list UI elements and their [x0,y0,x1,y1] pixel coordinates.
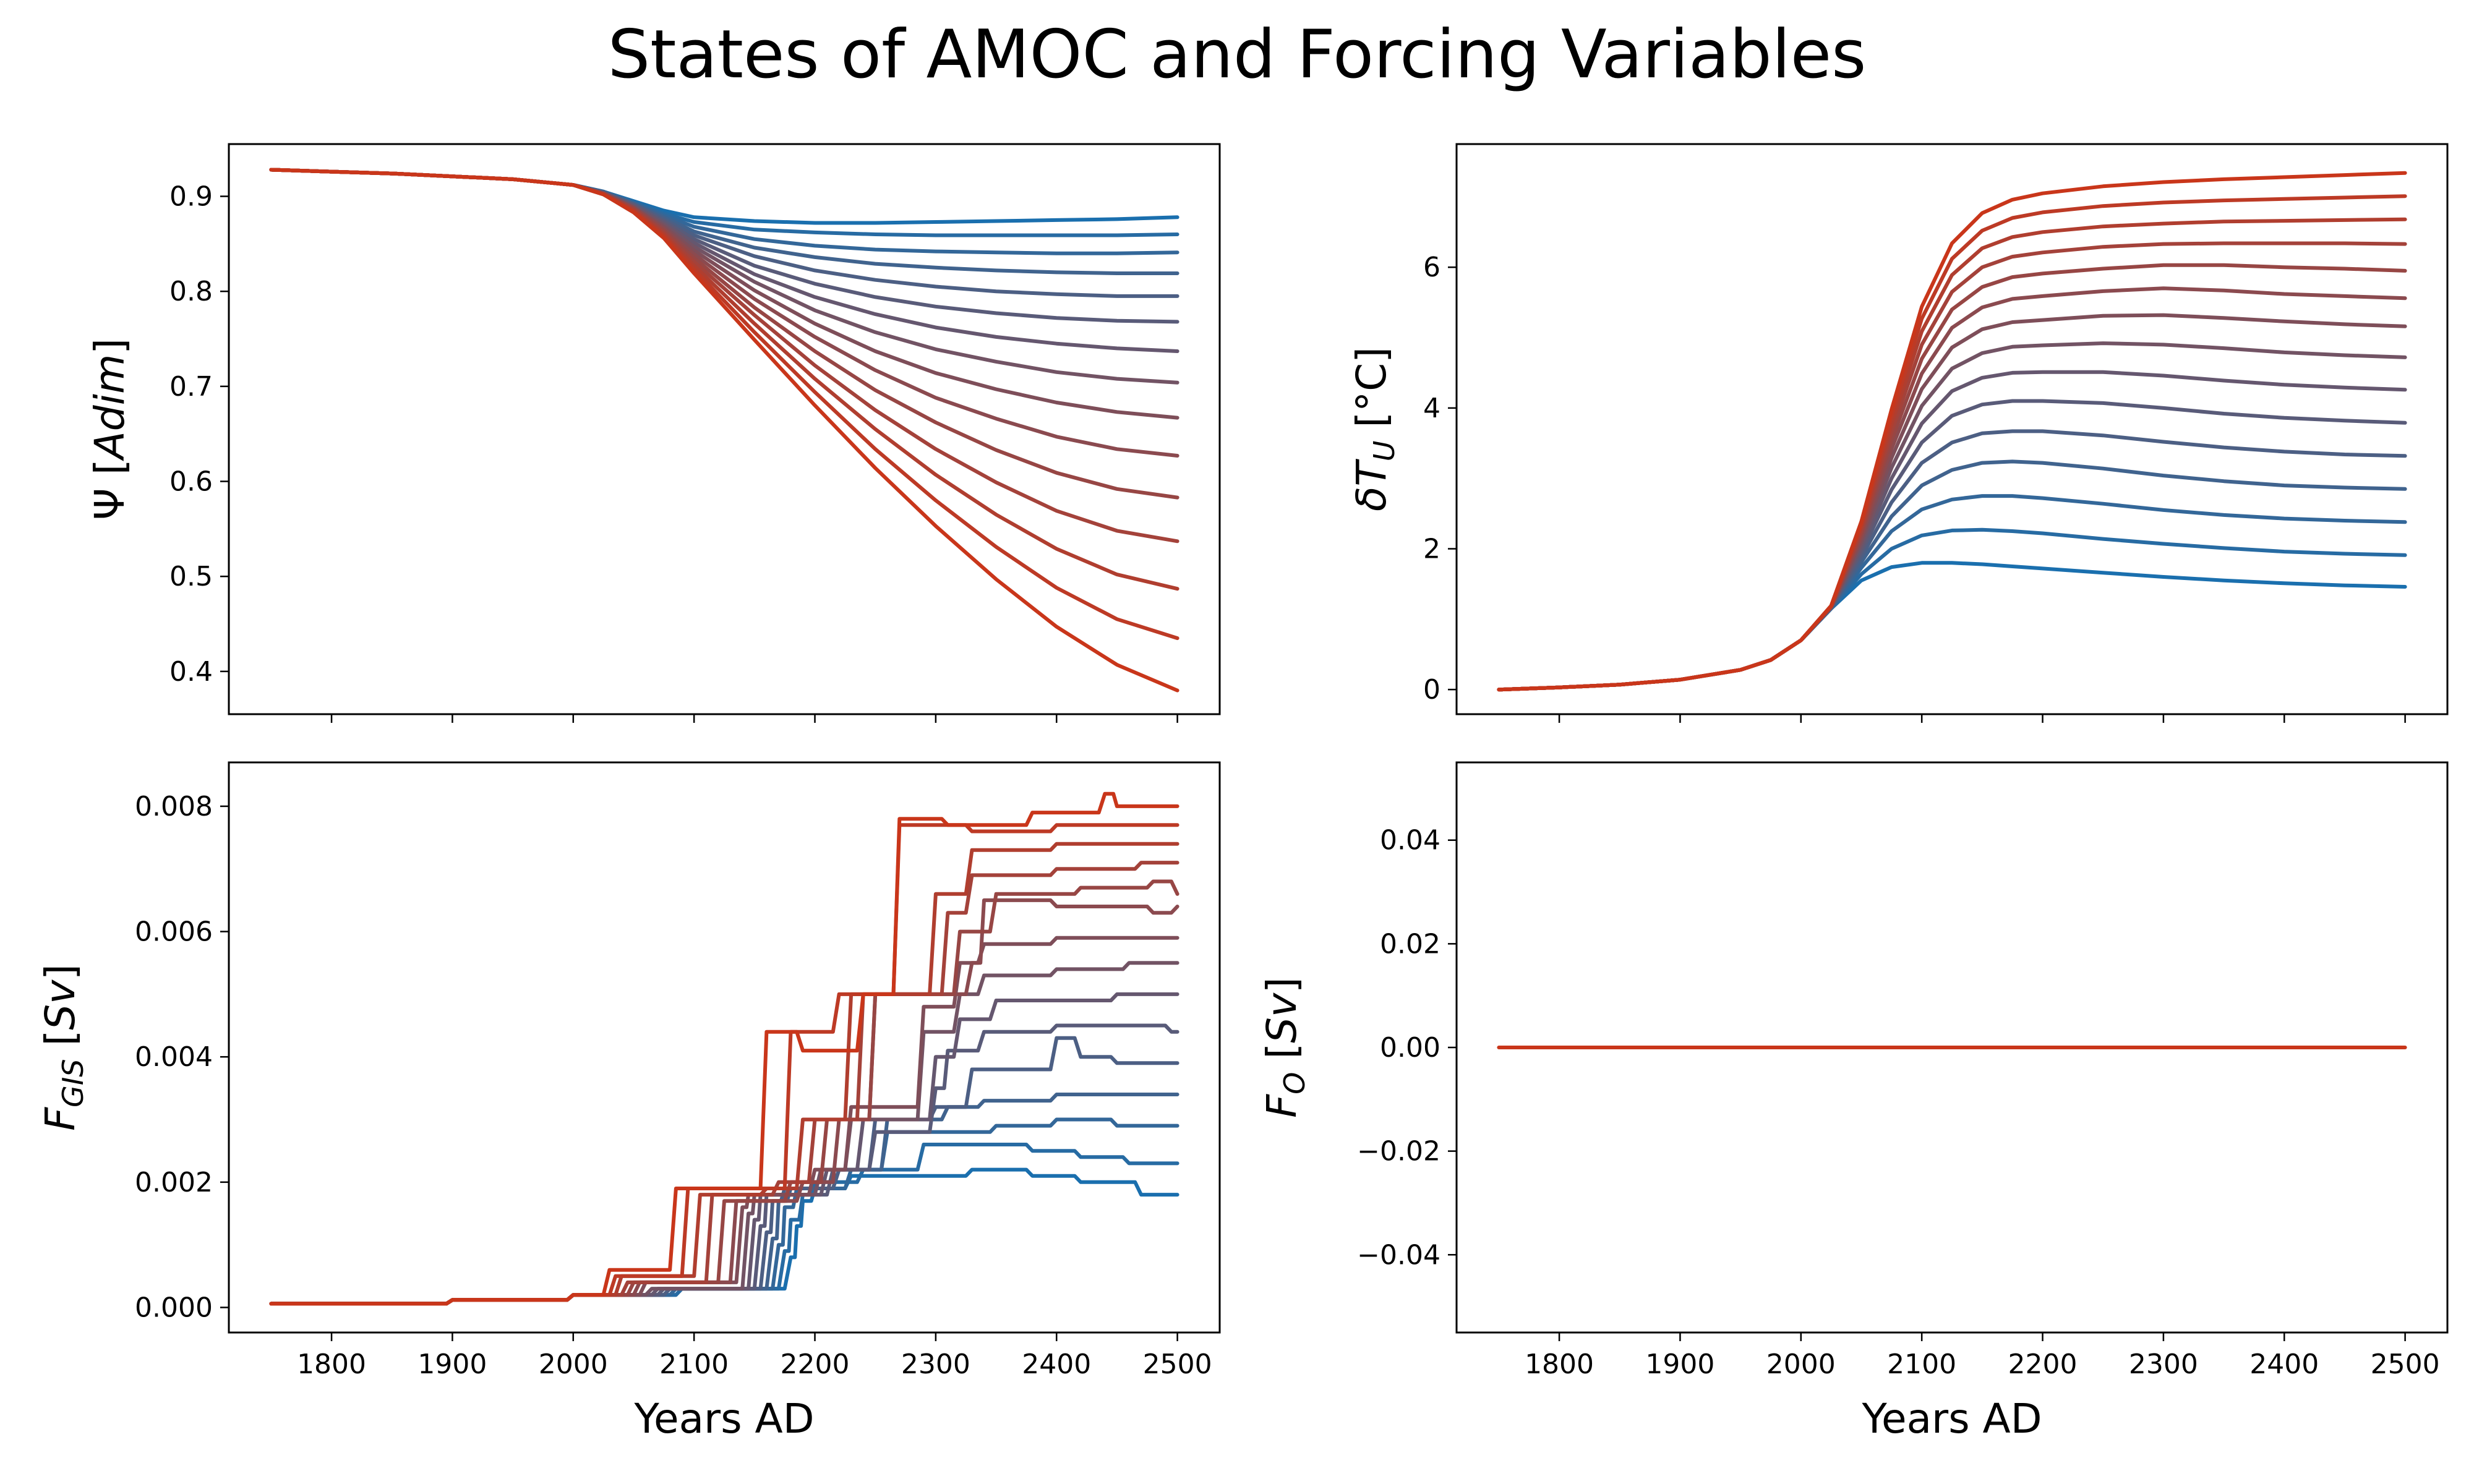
series-line-3 [1497,494,2407,692]
series-line-14 [269,823,1179,1306]
series-group [269,791,1179,1306]
x-tick-label: 1800 [1525,1349,1594,1380]
y-tick-label: −0.04 [1357,1239,1440,1271]
y-tick-label: 6 [1423,252,1440,283]
series-line-8 [269,961,1179,1306]
y-tick-label: 0.6 [169,466,213,498]
series-line-13 [269,842,1179,1306]
y-tick-label: 0.4 [169,656,213,688]
x-tick-label: 1900 [1645,1349,1714,1380]
series-line-15 [269,168,1179,693]
x-tick-label: 2000 [539,1349,608,1380]
series-line-1 [1497,561,2407,692]
x-axis-label: Years AD [633,1395,814,1443]
y-tick-label: 0.006 [135,916,213,948]
figure-title: States of AMOC and Forcing Variables [608,16,1867,93]
y-tick-label: 0.008 [135,791,213,822]
y-axis-label: FGIS [Sv] [36,964,90,1131]
y-tick-label: 0.8 [169,276,213,307]
x-tick-label: 2000 [1766,1349,1836,1380]
y-tick-label: −0.02 [1357,1136,1440,1167]
panel-bottom-left: 1800 1900 2000 2100 2200 2300 2400 2500 0.000 0.0… [36,761,1221,1443]
y-tick-label: 0.000 [135,1292,213,1323]
panel-top-left: 0.4 0.5 0.6 0.7 0.8 0.9 Ψ [Adim] [86,143,1221,723]
series-line-12 [269,861,1179,1306]
series-line-1 [269,168,1179,225]
series-line-7 [269,992,1179,1306]
series-line-9 [269,936,1179,1306]
panels: 0.4 0.5 0.6 0.7 0.8 0.9 Ψ [Adim] 0 2 4 6 δTU [°C] 18… [36,143,2449,1443]
x-tick-label: 2200 [781,1349,850,1380]
x-tick-label: 1800 [297,1349,366,1380]
x-tick-label: 1900 [417,1349,487,1380]
y-tick-label: 4 [1423,393,1440,424]
series-group [1497,171,2407,692]
series-group [269,168,1179,693]
series-line-15 [1497,171,2407,692]
x-tick-label: 2400 [2249,1349,2319,1380]
y-tick-label: 2 [1423,534,1440,565]
x-tick-label: 2500 [2371,1349,2440,1380]
panel-bottom-right: 1800 1900 2000 2100 2200 2300 2400 2500 −0.04 −0.… [1258,761,2449,1443]
series-line-10 [269,168,1179,458]
y-tick-label: 0.7 [169,371,213,403]
series-line-2 [269,168,1179,237]
x-tick-label: 2100 [659,1349,729,1380]
x-tick-label: 2300 [2129,1349,2198,1380]
series-line-15 [269,791,1179,1306]
axes-frame [228,143,1221,715]
y-tick-label: 0.9 [169,181,213,213]
panel-top-right: 0 2 4 6 δTU [°C] [1348,143,2449,723]
x-tick-label: 2300 [901,1349,970,1380]
y-tick-label: 0.5 [169,561,213,592]
y-tick-label: 0.004 [135,1041,213,1073]
series-line-6 [269,1023,1179,1306]
axes-frame [1455,143,2449,715]
axes-frame [228,761,1221,1334]
y-tick-label: 0.04 [1380,825,1440,856]
x-axis-label: Years AD [1861,1395,2042,1443]
y-axis-label: Ψ [Adim] [86,338,134,520]
y-tick-label: 0 [1423,674,1440,706]
y-tick-label: 0.002 [135,1167,213,1198]
x-tick-label: 2400 [1022,1349,1091,1380]
y-tick-label: 0.00 [1380,1032,1440,1064]
y-axis-label: δTU [°C] [1348,347,1401,511]
x-tick-label: 2200 [2008,1349,2078,1380]
y-axis-label: FO [Sv] [1258,977,1311,1118]
x-tick-label: 2500 [1143,1349,1212,1380]
series-line-2 [1497,527,2407,692]
series-line-7 [269,168,1179,353]
y-tick-label: 0.02 [1380,928,1440,960]
series-line-5 [269,1036,1179,1306]
series-line-4 [1497,459,2407,692]
x-tick-label: 2100 [1887,1349,1956,1380]
